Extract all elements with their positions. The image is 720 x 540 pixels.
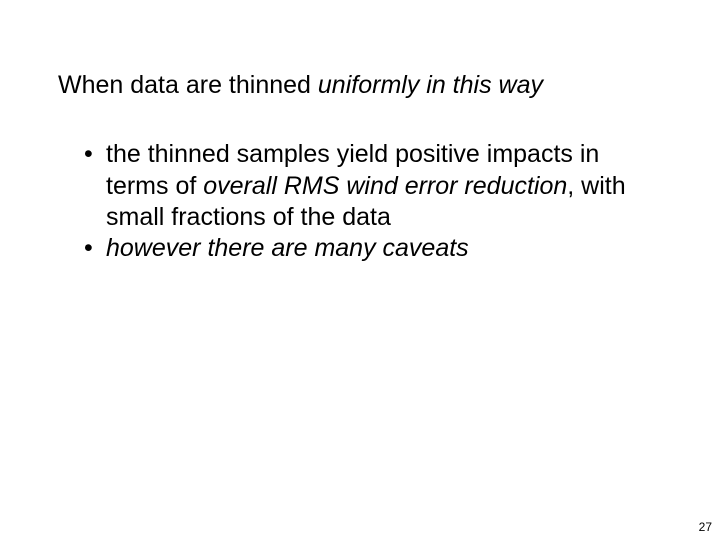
list-item: the thinned samples yield positive impac… [84, 139, 662, 233]
list-item: however there are many caveats [84, 233, 662, 264]
bullet-text-segment: however there are many caveats [106, 234, 469, 262]
bullet-list: the thinned samples yield positive impac… [58, 139, 662, 264]
bullet-text-segment: overall RMS wind error reduction [203, 172, 567, 200]
slide-heading: When data are thinned uniformly in this … [58, 70, 662, 101]
heading-italic: uniformly in this way [318, 71, 543, 99]
slide: When data are thinned uniformly in this … [0, 0, 720, 540]
page-number: 27 [699, 520, 712, 534]
heading-plain: When data are thinned [58, 71, 318, 99]
